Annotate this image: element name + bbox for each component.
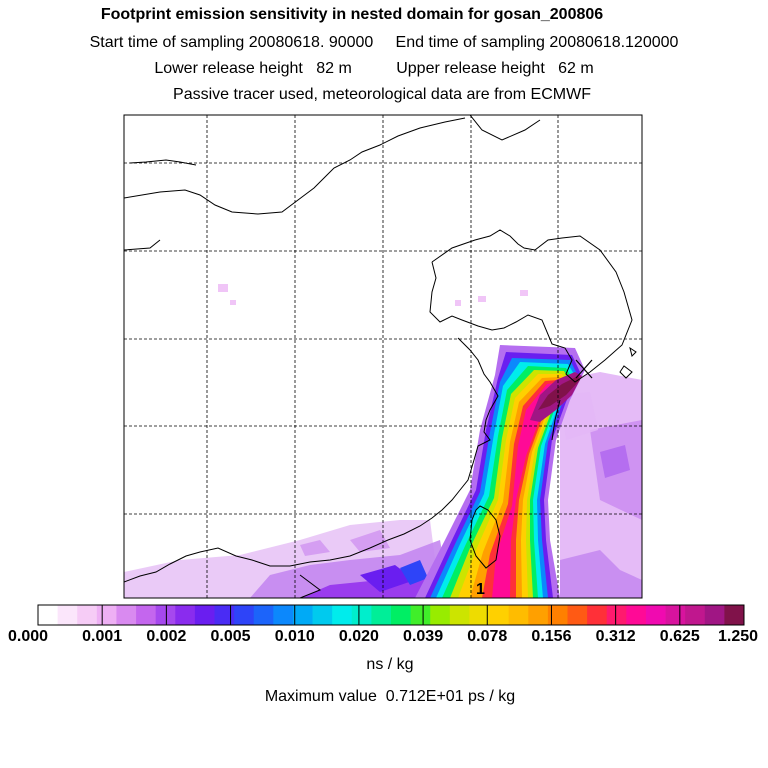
- colorbar-tick-label: 0.010: [274, 628, 315, 645]
- colorbar-swatch: [57, 605, 78, 625]
- colorbar-swatch: [312, 605, 333, 625]
- colorbar-swatch: [155, 605, 176, 625]
- colorbar-swatch: [38, 605, 59, 625]
- colorbar-swatch: [567, 605, 588, 625]
- colorbar-swatch: [469, 605, 490, 625]
- colorbar-swatch: [234, 605, 255, 625]
- plot-title: Footprint emission sensitivity in nested…: [100, 6, 604, 23]
- release-height-line: Lower release height 82 m Upper release …: [154, 60, 594, 77]
- colorbar-tick-label: 0.039: [403, 628, 444, 645]
- colorbar-swatch: [351, 605, 372, 625]
- colorbar-swatch: [391, 605, 412, 625]
- colorbar-swatch: [430, 605, 451, 625]
- colorbar-tick-label: 0.020: [338, 628, 379, 645]
- colorbar-swatch: [645, 605, 666, 625]
- colorbar-swatch: [136, 605, 157, 625]
- colorbar-swatch: [704, 605, 725, 625]
- release-point-icon: [575, 359, 593, 379]
- colorbar-tick-label: 0.001: [82, 628, 123, 645]
- colorbar-tick-label: 0.078: [467, 628, 508, 645]
- low-sensitivity-speckles: [218, 284, 528, 306]
- map-frame: [123, 114, 643, 599]
- colorbar-tick-label: 0.156: [531, 628, 572, 645]
- colorbar-tick-label: 0.312: [595, 628, 636, 645]
- colorbar-swatch: [214, 605, 235, 625]
- sampling-time-line: Start time of sampling 20080618. 90000 E…: [89, 34, 679, 51]
- colorbar-swatch: [273, 605, 294, 625]
- maximum-value-text: Maximum value 0.712E+01 ps / kg: [264, 688, 516, 705]
- coastlines: [124, 115, 637, 598]
- colorbar-swatch: [175, 605, 196, 625]
- colorbar-swatch: [449, 605, 470, 625]
- colorbar-swatch: [371, 605, 392, 625]
- colorbar-swatch: [292, 605, 313, 625]
- colorbar-swatch: [528, 605, 549, 625]
- colorbar-swatch: [96, 605, 117, 625]
- colorbar-swatch: [489, 605, 510, 625]
- colorbar-swatch: [77, 605, 98, 625]
- colorbar-unit: ns / kg: [366, 656, 414, 673]
- colorbar-swatch: [724, 605, 745, 625]
- colorbar-swatch: [606, 605, 627, 625]
- colorbar-tick-label: 0.005: [210, 628, 251, 645]
- colorbar-swatch: [685, 605, 706, 625]
- colorbar-tick-label: 0.002: [146, 628, 187, 645]
- tracer-info-line: Passive tracer used, meteorological data…: [173, 86, 591, 103]
- footprint-field: [124, 284, 642, 598]
- colorbar: [37, 604, 745, 626]
- colorbar-tick-label: 0.000: [7, 628, 49, 645]
- colorbar-swatch: [626, 605, 647, 625]
- colorbar-swatch: [116, 605, 137, 625]
- colorbar-swatch: [194, 605, 215, 625]
- colorbar-swatch: [253, 605, 274, 625]
- colorbar-tick-label: 0.625: [659, 628, 700, 645]
- colorbar-border: [37, 604, 745, 626]
- colorbar-swatch: [410, 605, 431, 625]
- plume-bands: [415, 345, 585, 598]
- colorbar-swatch: [665, 605, 686, 625]
- release-marker-label: 1: [476, 581, 485, 598]
- colorbar-tick-label: 1.250: [717, 628, 759, 645]
- colorbar-swatch: [587, 605, 608, 625]
- colorbar-swatch: [508, 605, 529, 625]
- colorbar-swatch: [547, 605, 568, 625]
- colorbar-swatch: [332, 605, 353, 625]
- grid-lines: [124, 115, 642, 598]
